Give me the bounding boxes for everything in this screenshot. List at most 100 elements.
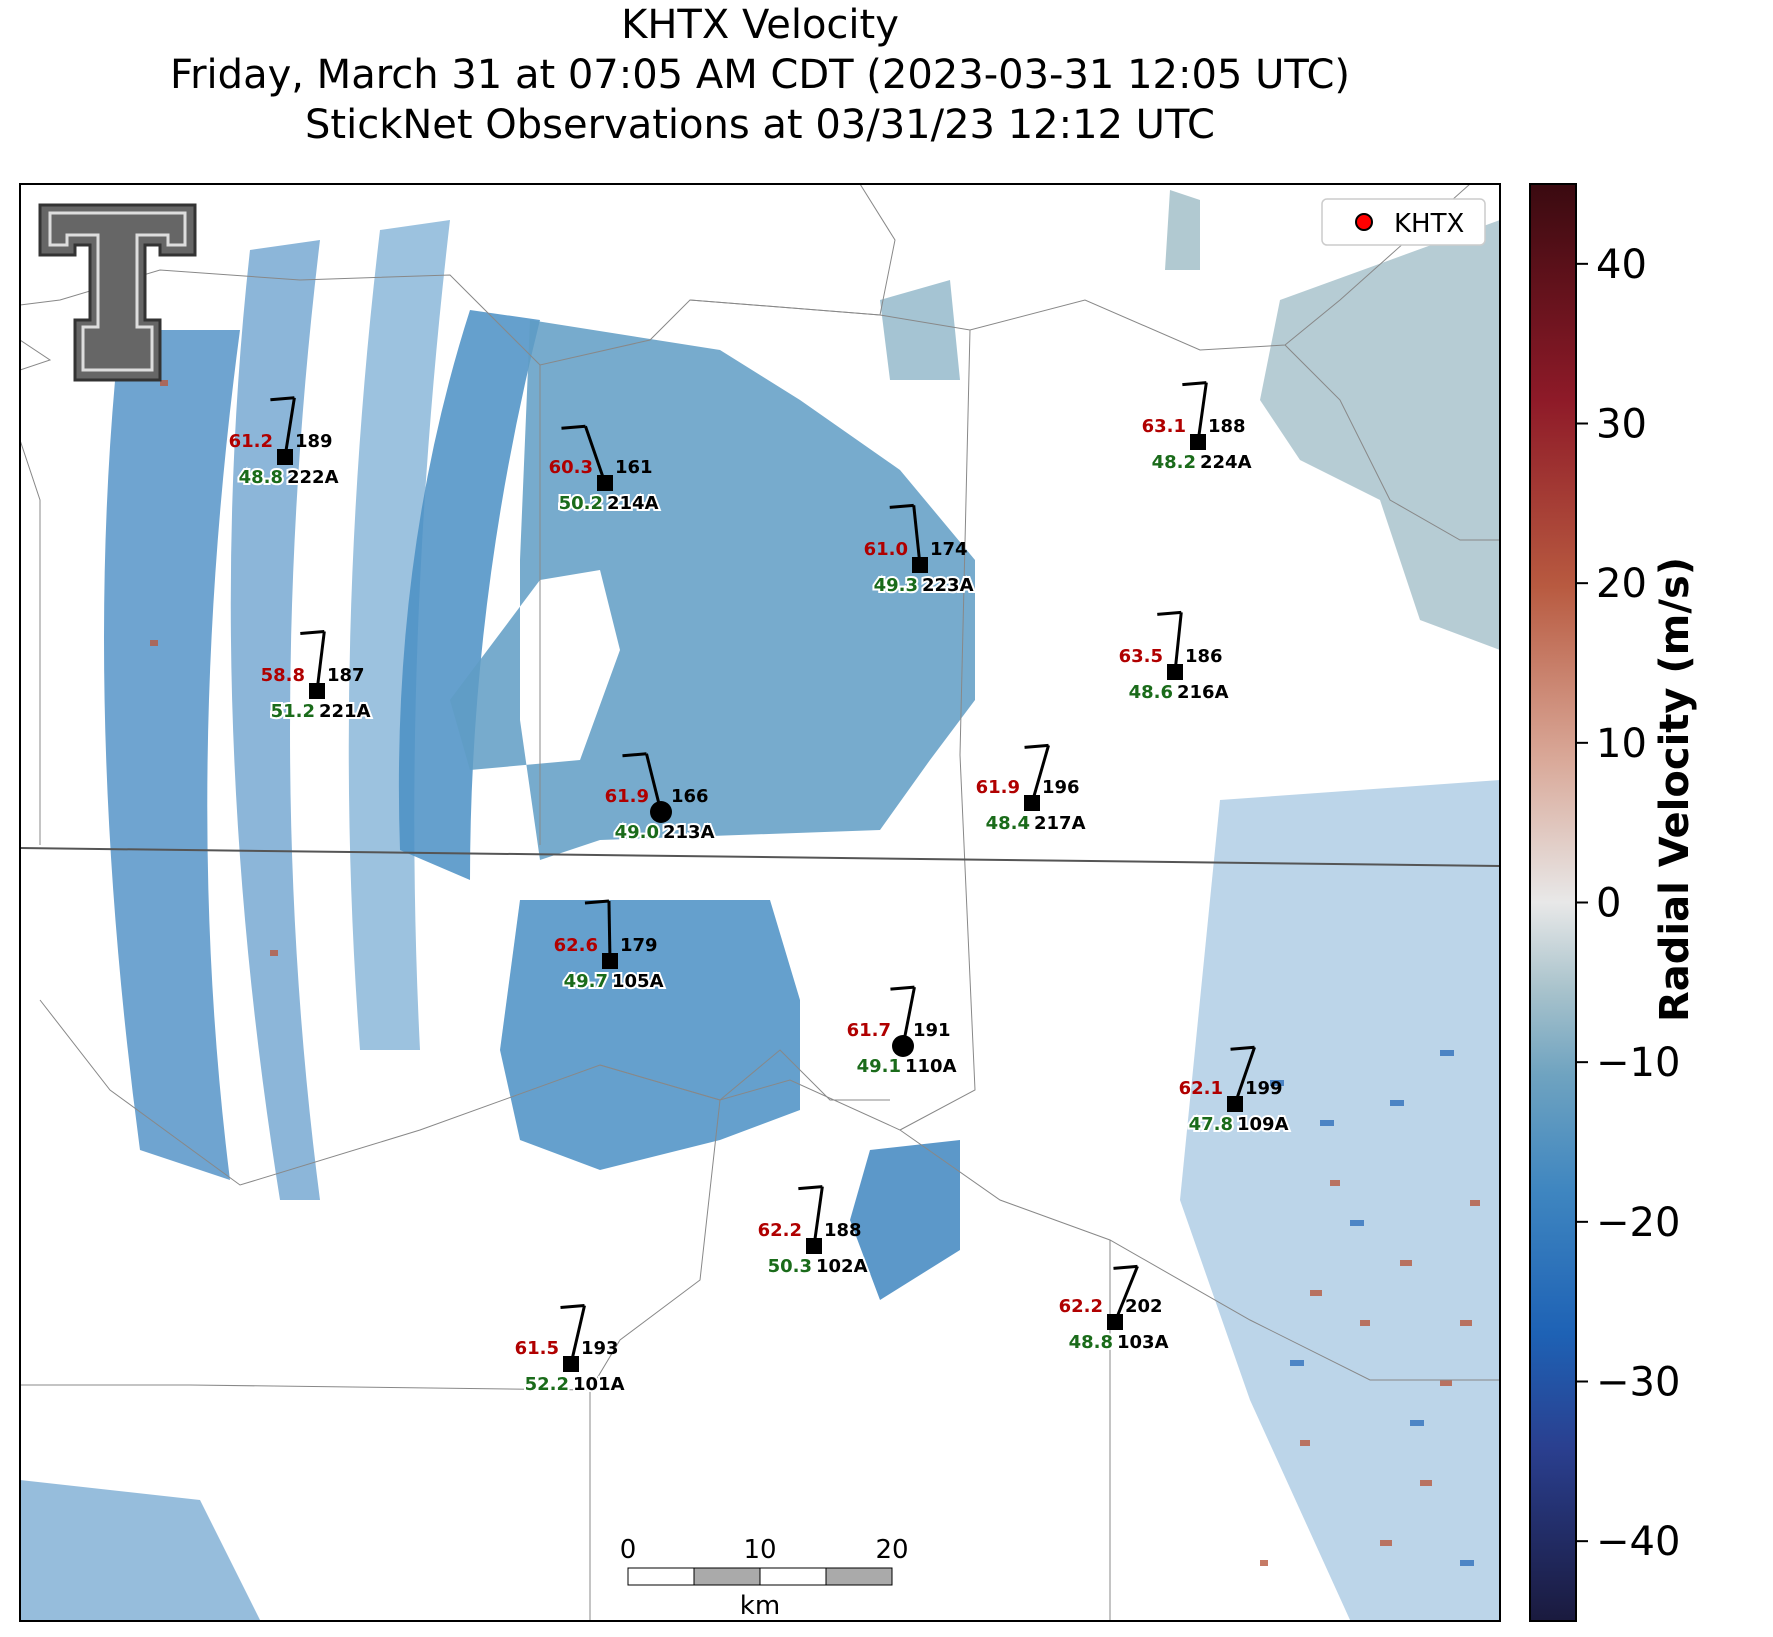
wind-barb-flag: [561, 424, 586, 430]
station-red-value: 58.8: [261, 665, 305, 686]
station-id: 223A: [922, 575, 974, 596]
station-marker: [602, 953, 618, 969]
station-marker: [1107, 1314, 1123, 1330]
station-110A: 61.7 191 49.1 110A: [847, 985, 959, 1079]
scale-label-0: 0: [620, 1535, 637, 1565]
station-marker-dot: [650, 801, 672, 823]
station-216A: 63.5 186 48.6 216A: [1119, 610, 1231, 705]
wind-barb-staff: [584, 425, 607, 484]
station-213A: 61.9 166 49.0 213A: [605, 752, 717, 845]
legend: KHTX: [1321, 198, 1486, 246]
wind-barb-flag: [1113, 1264, 1138, 1270]
radar-echoes: [20, 184, 1500, 1621]
station-105A: 62.6 179 49.7 105A: [554, 899, 666, 994]
station-id: 101A: [573, 1374, 625, 1395]
station-id: 221A: [319, 701, 371, 722]
station-id: 224A: [1200, 452, 1252, 473]
station-id: 109A: [1237, 1114, 1289, 1135]
station-green-value: 47.8: [1189, 1114, 1233, 1135]
colorbar-gradient: [1529, 183, 1577, 1622]
colorbar-tick-label: 0: [1596, 881, 1621, 927]
station-224A: 63.1 188 48.2 224A: [1142, 381, 1254, 475]
station-red-value: 62.1: [1179, 1078, 1223, 1099]
station-direction: 199: [1245, 1078, 1283, 1099]
station-id: 103A: [1117, 1332, 1169, 1353]
wind-barb-flag: [584, 899, 610, 905]
title-line-3: StickNet Observations at 03/31/23 12:12 …: [305, 102, 1215, 148]
station-marker: [1227, 1096, 1243, 1112]
station-marker: [912, 557, 928, 573]
wind-barb-flag: [270, 396, 295, 402]
station-id: 217A: [1034, 813, 1086, 834]
station-red-value: 60.3: [549, 457, 593, 478]
station-217A: 61.9 196 48.4 217A: [976, 743, 1088, 836]
station-id: 222A: [287, 467, 339, 488]
station-red-value: 61.5: [515, 1338, 559, 1359]
station-green-value: 50.3: [768, 1256, 812, 1277]
station-red-value: 62.6: [554, 935, 598, 956]
wind-barb-staff: [315, 631, 326, 692]
colorbar-tick-label: −10: [1596, 1040, 1680, 1086]
station-direction: 161: [615, 457, 653, 478]
wind-barb-staff: [1113, 1265, 1139, 1323]
scale-unit: km: [740, 1591, 780, 1621]
colorbar: 40 30 20 10 0 −10 −20 −30 −40: [1529, 183, 1680, 1622]
station-marker: [597, 475, 613, 491]
wind-barb-staff: [607, 900, 612, 962]
station-direction: 202: [1125, 1296, 1163, 1317]
wind-barb-flag: [622, 752, 647, 758]
station-direction: 187: [327, 665, 365, 686]
station-direction: 166: [671, 786, 709, 807]
wind-barb-staff: [1196, 382, 1208, 443]
station-red-value: 61.7: [847, 1020, 891, 1041]
wind-barb-flag: [1230, 1045, 1255, 1051]
scale-bar: 0 10 20 km: [620, 1535, 909, 1621]
station-red-value: 61.2: [229, 431, 273, 452]
wind-barb-staff: [1030, 744, 1050, 804]
station-green-value: 48.8: [239, 467, 283, 488]
station-id: 216A: [1177, 682, 1229, 703]
station-red-value: 63.5: [1119, 646, 1163, 667]
colorbar-tick-label: 40: [1596, 242, 1647, 288]
station-marker: [309, 683, 325, 699]
station-direction: 179: [620, 935, 658, 956]
colorbar-tick-label: 10: [1596, 721, 1647, 767]
station-direction: 188: [824, 1220, 862, 1241]
station-green-value: 52.2: [525, 1374, 569, 1395]
station-red-value: 61.0: [864, 539, 908, 560]
wind-barb-staff: [1233, 1046, 1256, 1105]
wind-barb-flag: [300, 629, 325, 635]
wind-barb-flag: [1024, 743, 1049, 749]
texas-tech-logo-icon: [38, 203, 197, 382]
legend-radar-marker: [1355, 213, 1373, 231]
station-marker: [277, 449, 293, 465]
scale-label-20: 20: [875, 1535, 908, 1565]
station-marker: [563, 1356, 579, 1372]
station-direction: 186: [1185, 646, 1223, 667]
station-id: 102A: [816, 1256, 868, 1277]
station-id: 213A: [663, 822, 715, 843]
station-green-value: 50.2: [559, 493, 603, 514]
colorbar-tick-label: 20: [1596, 561, 1647, 607]
station-marker-dot: [892, 1035, 914, 1057]
station-direction: 188: [1208, 416, 1246, 437]
station-red-value: 61.9: [976, 777, 1020, 798]
station-red-value: 63.1: [1142, 416, 1186, 437]
station-direction: 191: [913, 1020, 951, 1041]
station-green-value: 48.4: [986, 813, 1030, 834]
title-block: KHTX Velocity Friday, March 31 at 07:05 …: [0, 0, 1520, 150]
station-green-value: 49.0: [615, 822, 659, 843]
wind-barb-flag: [1182, 381, 1207, 387]
station-222A: 61.2 189 48.8 222A: [229, 396, 341, 490]
station-green-value: 49.3: [874, 575, 918, 596]
station-id: 214A: [607, 493, 659, 514]
station-green-value: 48.8: [1069, 1332, 1113, 1353]
colorbar-ticks: 40 30 20 10 0 −10 −20 −30 −40: [1576, 242, 1680, 1565]
map-border: [19, 183, 1501, 1622]
wind-barb-flag: [1157, 610, 1182, 616]
wind-barb-staff: [1173, 612, 1183, 673]
station-direction: 193: [581, 1338, 619, 1359]
wind-barb-flag: [560, 1304, 585, 1310]
